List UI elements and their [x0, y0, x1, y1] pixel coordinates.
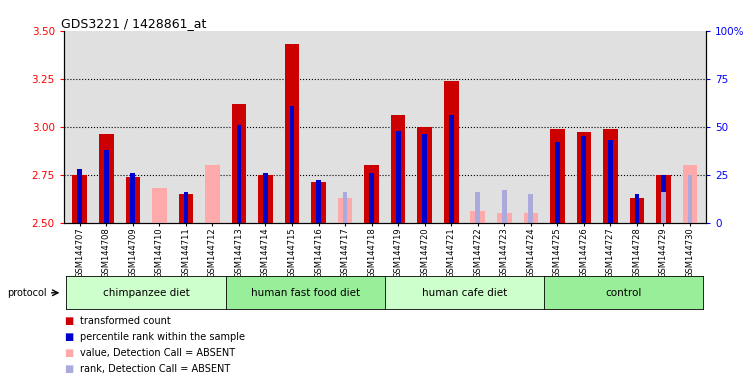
Text: protocol: protocol — [8, 288, 47, 298]
Bar — [444, 81, 459, 223]
Text: value, Detection Call = ABSENT: value, Detection Call = ABSENT — [80, 348, 236, 358]
Bar — [290, 106, 294, 223]
Bar — [502, 190, 507, 223]
Text: control: control — [605, 288, 642, 298]
Bar — [497, 213, 511, 223]
Bar — [263, 173, 268, 223]
Bar — [449, 115, 454, 223]
Text: ■: ■ — [64, 332, 73, 342]
Text: ■: ■ — [64, 348, 73, 358]
Bar — [661, 192, 666, 223]
Bar — [342, 192, 348, 223]
Bar — [550, 129, 565, 223]
Bar — [475, 192, 480, 223]
Bar — [555, 142, 559, 223]
Bar — [99, 134, 113, 223]
Bar — [396, 131, 400, 223]
Bar — [125, 177, 140, 223]
Bar — [418, 127, 432, 223]
Bar — [179, 194, 193, 223]
Bar — [629, 198, 644, 223]
Bar — [369, 173, 374, 223]
Bar — [258, 175, 273, 223]
Bar — [577, 132, 591, 223]
Text: human fast food diet: human fast food diet — [251, 288, 360, 298]
Text: rank, Detection Call = ABSENT: rank, Detection Call = ABSENT — [80, 364, 231, 374]
Bar — [72, 175, 87, 223]
Bar — [502, 190, 507, 223]
Bar — [183, 192, 189, 223]
Bar — [688, 175, 692, 223]
Bar — [391, 115, 406, 223]
Bar — [422, 134, 427, 223]
Bar — [338, 198, 352, 223]
Bar — [131, 173, 135, 223]
Bar — [338, 198, 352, 223]
Bar — [608, 140, 613, 223]
Bar — [529, 194, 533, 223]
Text: ■: ■ — [64, 364, 73, 374]
Bar — [523, 213, 538, 223]
Bar — [661, 175, 666, 223]
Bar — [603, 129, 618, 223]
Bar — [470, 211, 485, 223]
Text: human cafe diet: human cafe diet — [422, 288, 507, 298]
Bar — [683, 165, 698, 223]
Text: percentile rank within the sample: percentile rank within the sample — [80, 332, 246, 342]
Bar — [77, 169, 82, 223]
Bar — [104, 150, 109, 223]
Bar — [311, 182, 326, 223]
Bar — [581, 136, 587, 223]
Text: transformed count: transformed count — [80, 316, 171, 326]
Bar — [656, 175, 671, 223]
Text: chimpanzee diet: chimpanzee diet — [103, 288, 189, 298]
Bar — [364, 165, 379, 223]
Bar — [152, 188, 167, 223]
Bar — [285, 44, 300, 223]
Bar — [231, 104, 246, 223]
Text: ■: ■ — [64, 316, 73, 326]
Bar — [205, 165, 220, 223]
Bar — [237, 125, 241, 223]
Text: GDS3221 / 1428861_at: GDS3221 / 1428861_at — [61, 17, 206, 30]
Bar — [635, 194, 639, 223]
Bar — [316, 180, 321, 223]
